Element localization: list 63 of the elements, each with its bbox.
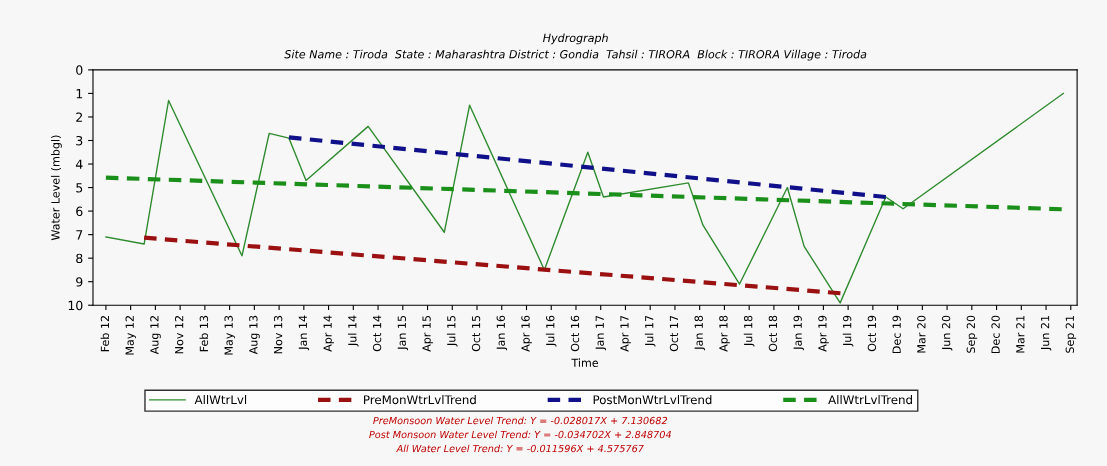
x-tick-label: Apr 14 bbox=[323, 315, 334, 352]
x-tick-label: Apr 16 bbox=[521, 315, 532, 352]
x-tick-label: Oct 18 bbox=[768, 315, 778, 352]
x-tick-label: Jan 14 bbox=[298, 315, 310, 351]
x-tick-label: Apr 18 bbox=[719, 315, 730, 352]
x-tick-label: Mar 20 bbox=[917, 315, 926, 353]
x-tick-label: Feb 13 bbox=[199, 315, 209, 352]
x-tick-label: Apr 17 bbox=[620, 315, 631, 352]
text: PreMonsoon Water Level Trend: Y = -0.028017X + 7.130682 bbox=[373, 416, 668, 425]
text: All Water Level Trend: Y = -0.011596X + 4.575767 bbox=[396, 444, 644, 453]
y-tick-label: 1 bbox=[76, 89, 83, 99]
x-tick-label: Dec 19 bbox=[892, 315, 901, 354]
x-tick-label: Jan 17 bbox=[595, 315, 607, 351]
y-tick-label: 2 bbox=[76, 112, 83, 122]
x-tick-label: Jul 17 bbox=[644, 315, 656, 347]
x-tick-label: Jan 15 bbox=[397, 315, 409, 351]
x-tick-label: Oct 15 bbox=[471, 315, 481, 352]
x-tick-label: Jul 16 bbox=[545, 315, 557, 347]
y-axis-title: Water Level (mbgl) bbox=[51, 135, 62, 241]
x-tick-label: Apr 15 bbox=[422, 315, 433, 352]
x-tick-label: Jan 18 bbox=[694, 315, 705, 351]
x-tick-label: Nov 12 bbox=[174, 316, 184, 354]
x-tick-label: Sep 20 bbox=[966, 315, 978, 353]
y-tick-label: 5 bbox=[76, 183, 83, 193]
x-tick-label: Oct 14 bbox=[372, 315, 382, 352]
chart-subtitle: Site Name : Tiroda State : Maharashtra District : Gondia Tahsil : TIRORA Block : TIRORA Village : Tiroda bbox=[284, 49, 867, 61]
x-tick-label: Aug 13 bbox=[249, 315, 260, 355]
x-tick-label: Oct 16 bbox=[570, 315, 580, 352]
x-tick-label: Oct 19 bbox=[867, 315, 877, 352]
x-tick-label: Jun 21 bbox=[1040, 315, 1052, 351]
x-tick-label: Feb 12 bbox=[100, 316, 110, 352]
x-tick-label: Mar 21 bbox=[1016, 315, 1025, 353]
x-tick-label: Jan 16 bbox=[496, 315, 508, 351]
x-tick-label: Nov 13 bbox=[273, 315, 283, 354]
x-tick-label: Jun 20 bbox=[941, 315, 953, 351]
x-tick-label: Dec 20 bbox=[991, 315, 1000, 354]
x-tick-label: Sep 21 bbox=[1065, 315, 1077, 353]
y-tick-label: 7 bbox=[76, 230, 83, 240]
x-tick-label: Apr 19 bbox=[818, 315, 829, 352]
x-tick-label: May 13 bbox=[224, 315, 235, 355]
x-tick-label: Jul 15 bbox=[446, 315, 458, 347]
x-tick-label: Jan 19 bbox=[793, 315, 804, 351]
y-tick-label: 3 bbox=[76, 135, 83, 146]
y-tick-label: 10 bbox=[68, 300, 83, 311]
x-tick-label: Aug 12 bbox=[150, 316, 161, 355]
line-series bbox=[105, 92, 1065, 304]
x-tick-label: Jul 14 bbox=[347, 315, 359, 347]
y-tick-label: 0 bbox=[76, 65, 83, 75]
x-axis-title: Time bbox=[571, 358, 599, 367]
x-tick-label: Oct 17 bbox=[669, 315, 679, 352]
text: Post Monsoon Water Level Trend: Y = -0.034702X + 2.848704 bbox=[369, 430, 671, 439]
chart-title: Hydrograph bbox=[543, 33, 608, 45]
legend-label: AllWtrLvl bbox=[194, 395, 247, 404]
legend-label: PostMonWtrLvlTrend bbox=[593, 395, 712, 405]
x-tick-label: Jul 18 bbox=[743, 315, 755, 347]
x-tick-label: Jul 19 bbox=[842, 315, 854, 347]
legend-label: AllWtrLvlTrend bbox=[828, 395, 912, 405]
y-tick-label: 9 bbox=[76, 277, 83, 287]
x-tick-label: May 12 bbox=[125, 316, 137, 355]
legend-label: PreMonWtrLvlTrend bbox=[364, 395, 476, 405]
y-tick-label: 4 bbox=[75, 159, 83, 169]
y-tick-label: 6 bbox=[76, 206, 83, 217]
y-tick-label: 8 bbox=[76, 253, 83, 264]
